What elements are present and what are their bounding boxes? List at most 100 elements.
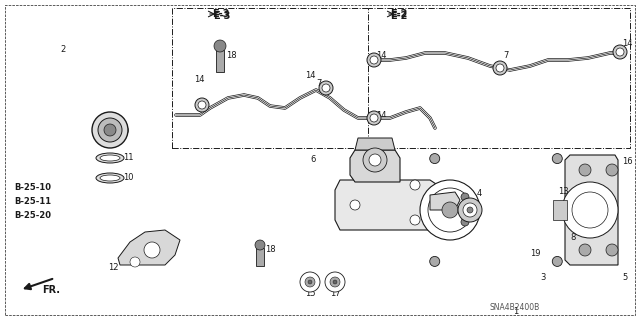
- Circle shape: [461, 218, 469, 226]
- Text: 9: 9: [123, 128, 128, 137]
- Text: 14: 14: [376, 50, 387, 60]
- Text: 4: 4: [477, 189, 483, 198]
- Circle shape: [429, 256, 440, 266]
- Text: 14: 14: [376, 110, 387, 120]
- Circle shape: [363, 148, 387, 172]
- Text: 7: 7: [503, 51, 508, 61]
- Text: 11: 11: [123, 153, 134, 162]
- Circle shape: [308, 280, 312, 284]
- Text: B-25-20: B-25-20: [14, 211, 51, 220]
- Text: E-3: E-3: [213, 11, 230, 21]
- Text: 14: 14: [622, 39, 632, 48]
- Bar: [368, 8, 630, 148]
- Circle shape: [350, 200, 360, 210]
- Text: 19: 19: [530, 249, 541, 257]
- Polygon shape: [430, 192, 460, 210]
- Circle shape: [370, 114, 378, 122]
- Text: 5: 5: [622, 273, 627, 283]
- Circle shape: [367, 53, 381, 67]
- Text: 3: 3: [540, 273, 545, 283]
- Circle shape: [322, 84, 330, 92]
- Text: 13: 13: [558, 188, 568, 197]
- Text: E-2: E-2: [390, 11, 408, 21]
- Bar: [216, 50, 224, 72]
- Circle shape: [616, 48, 624, 56]
- Circle shape: [461, 193, 469, 201]
- Circle shape: [579, 164, 591, 176]
- Circle shape: [613, 45, 627, 59]
- Text: 6: 6: [310, 155, 316, 165]
- Circle shape: [198, 101, 206, 109]
- Circle shape: [420, 180, 480, 240]
- Circle shape: [104, 124, 116, 136]
- Text: E-2: E-2: [390, 9, 408, 19]
- Circle shape: [552, 153, 563, 164]
- Text: 15: 15: [305, 288, 316, 298]
- Bar: [256, 248, 264, 266]
- Circle shape: [496, 64, 504, 72]
- Circle shape: [255, 240, 265, 250]
- Circle shape: [130, 257, 140, 267]
- Circle shape: [144, 242, 160, 258]
- Polygon shape: [355, 138, 395, 150]
- Circle shape: [606, 164, 618, 176]
- Circle shape: [467, 207, 473, 213]
- Circle shape: [579, 244, 591, 256]
- Circle shape: [562, 182, 618, 238]
- Circle shape: [98, 118, 122, 142]
- Text: 10: 10: [123, 174, 134, 182]
- Polygon shape: [118, 230, 180, 265]
- Circle shape: [406, 120, 586, 300]
- Text: 14: 14: [194, 76, 205, 85]
- Circle shape: [369, 154, 381, 166]
- Circle shape: [370, 56, 378, 64]
- Circle shape: [300, 272, 320, 292]
- Circle shape: [429, 153, 440, 164]
- Circle shape: [319, 81, 333, 95]
- Text: 18: 18: [226, 51, 237, 61]
- Circle shape: [572, 192, 608, 228]
- Bar: [553, 200, 567, 220]
- Text: 16: 16: [563, 216, 573, 225]
- Circle shape: [493, 61, 507, 75]
- Ellipse shape: [100, 155, 120, 161]
- Polygon shape: [565, 155, 618, 265]
- Text: SNA4B2400B: SNA4B2400B: [490, 303, 540, 313]
- Circle shape: [367, 111, 381, 125]
- Circle shape: [410, 215, 420, 225]
- Circle shape: [401, 115, 591, 305]
- Text: B-25-11: B-25-11: [14, 197, 51, 206]
- Circle shape: [463, 203, 477, 217]
- Circle shape: [214, 40, 226, 52]
- Text: 8: 8: [570, 233, 575, 241]
- Text: 7: 7: [316, 78, 321, 87]
- Polygon shape: [350, 150, 400, 182]
- Circle shape: [461, 206, 469, 214]
- Text: 2: 2: [60, 46, 65, 55]
- Ellipse shape: [96, 153, 124, 163]
- Text: 18: 18: [265, 246, 276, 255]
- Text: 1: 1: [513, 308, 518, 316]
- Circle shape: [458, 198, 482, 222]
- Text: 14: 14: [305, 70, 316, 79]
- Circle shape: [606, 244, 618, 256]
- Text: 17: 17: [330, 288, 340, 298]
- Text: FR.: FR.: [42, 285, 60, 295]
- Circle shape: [325, 272, 345, 292]
- Circle shape: [442, 202, 458, 218]
- Text: E-3: E-3: [212, 9, 229, 19]
- Text: 12: 12: [108, 263, 118, 272]
- Circle shape: [428, 188, 472, 232]
- Ellipse shape: [100, 175, 120, 181]
- Circle shape: [330, 277, 340, 287]
- Bar: [172, 8, 370, 148]
- Circle shape: [195, 98, 209, 112]
- Text: B-25-10: B-25-10: [14, 183, 51, 192]
- Circle shape: [411, 125, 581, 295]
- Circle shape: [305, 277, 315, 287]
- Text: 16: 16: [622, 158, 632, 167]
- Circle shape: [410, 180, 420, 190]
- Ellipse shape: [96, 173, 124, 183]
- Circle shape: [552, 256, 563, 266]
- Circle shape: [333, 280, 337, 284]
